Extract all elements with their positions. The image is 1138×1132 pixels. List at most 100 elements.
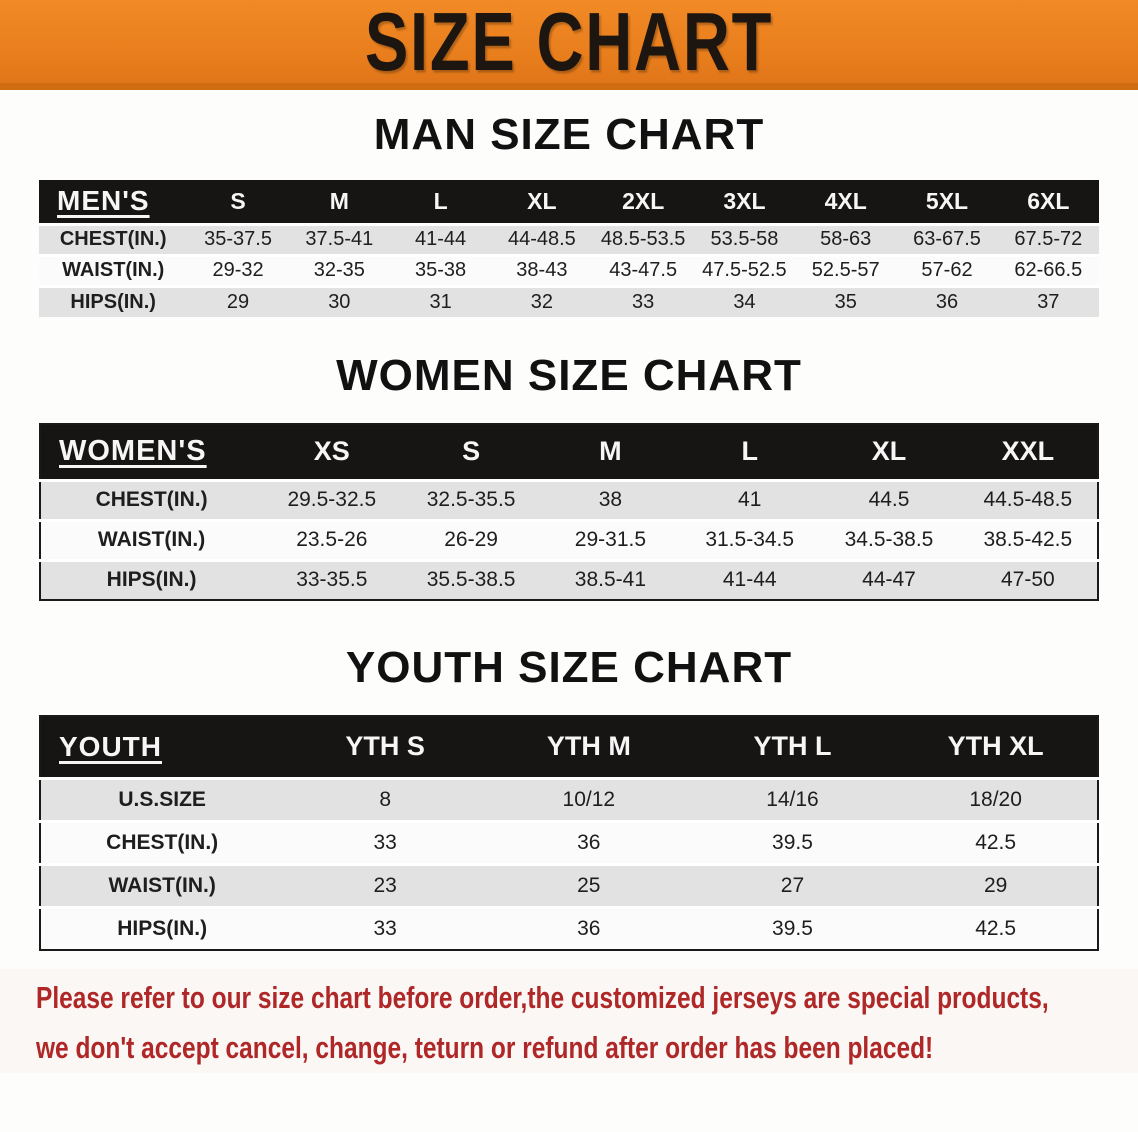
size-value: 44-48.5 bbox=[491, 222, 593, 255]
measurement-label: WAIST(IN.) bbox=[40, 862, 284, 907]
size-value: 52.5-57 bbox=[795, 253, 897, 286]
size-value: 33-35.5 bbox=[262, 558, 402, 600]
measurement-label: HIPS(IN.) bbox=[40, 905, 284, 950]
size-value: 42.5 bbox=[894, 905, 1098, 950]
note-line-1: Please refer to our size chart before or… bbox=[36, 980, 1049, 1015]
table-row: CHEST(IN.) 35-37.5 37.5-41 41-44 44-48.5 48.5… bbox=[39, 222, 1099, 255]
size-value: 31.5-34.5 bbox=[680, 518, 820, 560]
size-value: 44-47 bbox=[819, 558, 959, 600]
size-value: 35-37.5 bbox=[187, 222, 289, 255]
size-column-header: YTH S bbox=[283, 716, 487, 778]
size-value: 32.5-35.5 bbox=[401, 478, 541, 520]
size-value: 18/20 bbox=[894, 776, 1098, 821]
size-value: 29 bbox=[187, 284, 289, 317]
table-row: WAIST(IN.) 23 25 27 29 bbox=[40, 862, 1098, 907]
size-column-header: L bbox=[389, 180, 492, 224]
size-value: 53.5-58 bbox=[693, 222, 796, 255]
size-value: 41-44 bbox=[680, 558, 820, 600]
size-column-header: L bbox=[680, 424, 820, 480]
table-row: HIPS(IN.) 33-35.5 35.5-38.5 38.5-41 41-44 44-… bbox=[40, 558, 1098, 600]
table-row: U.S.SIZE 8 10/12 14/16 18/20 bbox=[40, 776, 1098, 821]
size-value: 47-50 bbox=[958, 558, 1098, 600]
size-value: 26-29 bbox=[401, 518, 541, 560]
size-column-header: YTH L bbox=[690, 716, 895, 778]
size-value: 39.5 bbox=[690, 905, 895, 950]
size-value: 36 bbox=[896, 284, 998, 317]
man-size-section: MAN SIZE CHART MEN'S S M L XL 2XL 3XL 4XL 5XL 6XL… bbox=[0, 110, 1138, 317]
women-size-table: WOMEN'S XS S M L XL XXL CHEST(IN.) 29.5-32.5 32.5… bbox=[39, 423, 1099, 601]
size-value: 38.5-42.5 bbox=[958, 518, 1098, 560]
size-value: 34 bbox=[693, 284, 796, 317]
measurement-label: CHEST(IN.) bbox=[39, 222, 188, 255]
size-value: 33 bbox=[283, 905, 487, 950]
size-column-header: YTH M bbox=[486, 716, 691, 778]
table-group-label: WOMEN'S bbox=[40, 424, 263, 480]
size-value: 8 bbox=[283, 776, 487, 821]
size-value: 29.5-32.5 bbox=[262, 478, 402, 520]
table-group-label: YOUTH bbox=[40, 716, 284, 778]
size-value: 41-44 bbox=[389, 222, 492, 255]
size-value: 38.5-41 bbox=[540, 558, 681, 600]
size-value: 38 bbox=[540, 478, 681, 520]
measurement-label: WAIST(IN.) bbox=[39, 253, 188, 286]
size-value: 44.5 bbox=[819, 478, 959, 520]
size-value: 23 bbox=[283, 862, 487, 907]
size-value: 31 bbox=[389, 284, 492, 317]
size-chart-page: SIZE CHART MAN SIZE CHART MEN'S S M L XL 2XL 3… bbox=[0, 0, 1138, 1073]
note-line-2: we don't accept cancel, change, teturn o… bbox=[36, 1030, 934, 1065]
youth-size-section: YOUTH SIZE CHART YOUTH YTH S YTH M YTH L YTH… bbox=[0, 643, 1138, 951]
size-value: 35.5-38.5 bbox=[401, 558, 541, 600]
size-value: 41 bbox=[680, 478, 820, 520]
size-column-header: XL bbox=[819, 424, 959, 480]
size-column-header: 6XL bbox=[997, 180, 1099, 224]
size-column-header: S bbox=[401, 424, 541, 480]
size-column-header: M bbox=[540, 424, 681, 480]
size-value: 27 bbox=[690, 862, 895, 907]
size-column-header: 5XL bbox=[896, 180, 998, 224]
measurement-label: CHEST(IN.) bbox=[40, 819, 284, 864]
size-column-header: 3XL bbox=[693, 180, 796, 224]
banner: SIZE CHART bbox=[0, 0, 1138, 90]
measurement-label: HIPS(IN.) bbox=[40, 558, 263, 600]
size-value: 57-62 bbox=[896, 253, 998, 286]
size-column-header: XS bbox=[262, 424, 402, 480]
size-value: 36 bbox=[486, 819, 691, 864]
table-header-row: MEN'S S M L XL 2XL 3XL 4XL 5XL 6XL bbox=[39, 180, 1099, 224]
size-value: 42.5 bbox=[894, 819, 1098, 864]
size-column-header: YTH XL bbox=[894, 716, 1098, 778]
table-row: CHEST(IN.) 29.5-32.5 32.5-35.5 38 41 44.5 44.5… bbox=[40, 478, 1098, 520]
order-note: Please refer to our size chart before or… bbox=[0, 969, 1138, 1073]
size-value: 29-31.5 bbox=[540, 518, 681, 560]
youth-size-chart-heading: YOUTH SIZE CHART bbox=[345, 643, 793, 692]
measurement-label: HIPS(IN.) bbox=[39, 284, 188, 317]
size-value: 43-47.5 bbox=[592, 253, 694, 286]
size-column-header: M bbox=[288, 180, 390, 224]
page-title: SIZE CHART bbox=[364, 0, 774, 88]
table-row: WAIST(IN.) 23.5-26 26-29 29-31.5 31.5-34.5 34… bbox=[40, 518, 1098, 560]
size-value: 63-67.5 bbox=[896, 222, 998, 255]
size-value: 23.5-26 bbox=[262, 518, 402, 560]
size-value: 35-38 bbox=[389, 253, 492, 286]
table-row: HIPS(IN.) 33 36 39.5 42.5 bbox=[40, 905, 1098, 950]
size-value: 35 bbox=[795, 284, 897, 317]
size-value: 37 bbox=[997, 284, 1099, 317]
size-value: 32-35 bbox=[288, 253, 390, 286]
size-value: 33 bbox=[283, 819, 487, 864]
size-value: 39.5 bbox=[690, 819, 895, 864]
table-row: CHEST(IN.) 33 36 39.5 42.5 bbox=[40, 819, 1098, 864]
measurement-label: WAIST(IN.) bbox=[40, 518, 263, 560]
size-value: 30 bbox=[288, 284, 390, 317]
size-column-header: 2XL bbox=[592, 180, 694, 224]
table-header-row: YOUTH YTH S YTH M YTH L YTH XL bbox=[40, 716, 1098, 778]
size-column-header: XL bbox=[491, 180, 593, 224]
size-value: 14/16 bbox=[690, 776, 895, 821]
table-row: WAIST(IN.) 29-32 32-35 35-38 38-43 43-47.5 47.… bbox=[39, 253, 1099, 286]
size-column-header: 4XL bbox=[795, 180, 897, 224]
size-value: 32 bbox=[491, 284, 593, 317]
table-header-row: WOMEN'S XS S M L XL XXL bbox=[40, 424, 1098, 480]
table-row: HIPS(IN.) 29 30 31 32 33 34 35 36 37 bbox=[39, 284, 1099, 317]
size-value: 25 bbox=[486, 862, 691, 907]
size-value: 36 bbox=[486, 905, 691, 950]
measurement-label: CHEST(IN.) bbox=[40, 478, 263, 520]
size-column-header: XXL bbox=[958, 424, 1098, 480]
